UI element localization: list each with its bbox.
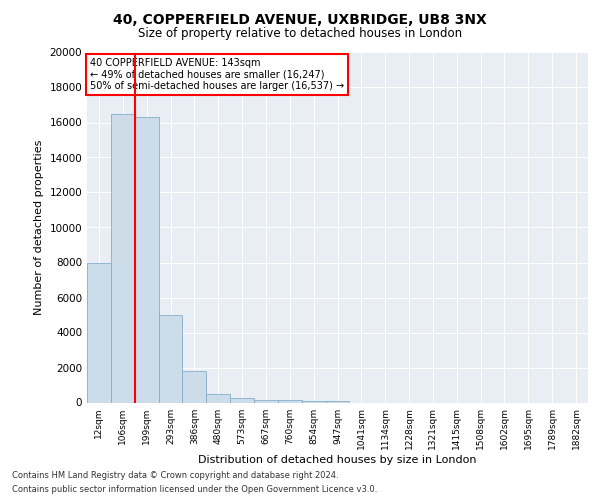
Y-axis label: Number of detached properties: Number of detached properties [34,140,44,315]
Bar [230,398,254,402]
Bar [111,114,135,403]
Bar [158,315,182,402]
Bar [254,400,278,402]
Text: Contains public sector information licensed under the Open Government Licence v3: Contains public sector information licen… [12,485,377,494]
Bar [278,400,302,402]
Text: Size of property relative to detached houses in London: Size of property relative to detached ho… [138,28,462,40]
Bar [135,117,158,403]
Text: Contains HM Land Registry data © Crown copyright and database right 2024.: Contains HM Land Registry data © Crown c… [12,471,338,480]
Bar [182,371,206,402]
Bar [206,394,230,402]
Bar [302,401,326,402]
X-axis label: Distribution of detached houses by size in London: Distribution of detached houses by size … [198,455,477,465]
Bar [87,262,111,402]
Text: 40 COPPERFIELD AVENUE: 143sqm
← 49% of detached houses are smaller (16,247)
50% : 40 COPPERFIELD AVENUE: 143sqm ← 49% of d… [89,58,344,91]
Text: 40, COPPERFIELD AVENUE, UXBRIDGE, UB8 3NX: 40, COPPERFIELD AVENUE, UXBRIDGE, UB8 3N… [113,12,487,26]
